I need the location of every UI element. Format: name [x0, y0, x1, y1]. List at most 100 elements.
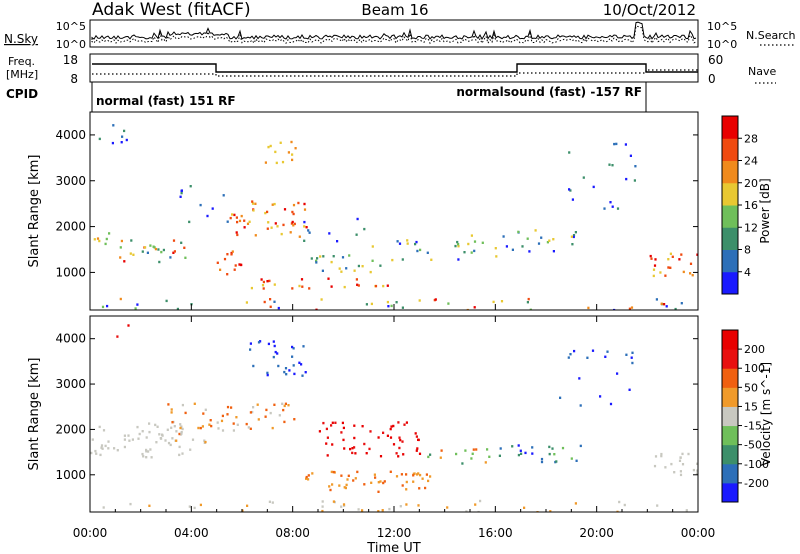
freq-panel-frame: [89, 53, 699, 83]
velocity-cell: [311, 472, 314, 475]
velocity-cell: [356, 470, 359, 474]
power-cell: [160, 250, 163, 254]
velocity-cell: [150, 456, 153, 459]
power-cell: [387, 305, 390, 308]
velocity-cell: [475, 448, 478, 451]
velocity-cell: [679, 456, 682, 459]
velocity-cell: [94, 449, 97, 453]
velocity-cell: [321, 505, 324, 508]
power-cell: [511, 248, 514, 251]
velocity-cell: [415, 435, 418, 438]
velocity-cell: [332, 500, 335, 503]
power-cell: [303, 220, 306, 224]
velocity-cell: [392, 443, 396, 446]
colorbar-segment: [722, 425, 738, 446]
time-tick-label: 20:00: [579, 526, 614, 540]
velocity-cell: [549, 510, 552, 512]
power-cell: [570, 235, 573, 238]
velocity-cell: [599, 395, 602, 398]
velocity-cell: [249, 427, 252, 430]
power-cell: [270, 226, 273, 229]
velocity-cell: [400, 473, 403, 476]
power-cell: [263, 300, 266, 304]
power-cell: [505, 245, 508, 248]
power-cell: [291, 220, 294, 224]
velocity-cell: [246, 504, 249, 507]
velocity-cell: [413, 472, 416, 475]
power-heatmap: [93, 124, 698, 310]
power-cell: [119, 297, 122, 301]
power-cell: [275, 161, 278, 165]
power-cell: [261, 284, 265, 287]
power-cell: [652, 274, 655, 278]
power-cell: [112, 124, 115, 127]
velocity-cell: [167, 441, 171, 445]
power-cell: [371, 245, 374, 248]
power-cell: [603, 207, 606, 210]
velocity-cell: [156, 425, 159, 428]
velocity-cell: [304, 371, 307, 374]
velocity-cell: [305, 475, 308, 479]
velocity-cell: [696, 462, 698, 465]
power-cell: [572, 235, 575, 239]
velocity-cell: [267, 342, 270, 346]
velocity-cell: [389, 436, 393, 439]
power-cell: [297, 201, 300, 205]
velocity-cell: [344, 486, 347, 490]
velocity-cell: [673, 471, 676, 474]
velocity-cell: [278, 414, 281, 417]
velocity-cell: [230, 406, 233, 409]
velocity-cell: [369, 430, 372, 433]
colorbar-segment: [722, 463, 738, 484]
velocity-cell: [269, 411, 272, 415]
power-cell: [517, 230, 520, 234]
power-cell: [236, 220, 239, 224]
velocity-cell: [540, 457, 544, 461]
velocity-cell: [145, 456, 148, 459]
power-cell: [243, 226, 246, 229]
power-cell: [691, 274, 694, 277]
power-cell: [281, 160, 285, 164]
velocity-cell: [623, 503, 626, 507]
power-cell: [401, 258, 404, 261]
power-cell: [611, 205, 614, 208]
velocity-cell: [517, 453, 520, 457]
power-panel-frame: [89, 111, 699, 311]
velocity-cell: [377, 510, 380, 512]
power-cell: [361, 265, 364, 268]
velocity-cell: [401, 440, 404, 443]
power-cell: [266, 227, 269, 230]
power-cell: [266, 210, 269, 214]
velocity-cell: [235, 416, 238, 419]
velocity-cell: [345, 483, 348, 487]
power-cell: [382, 284, 385, 288]
velocity-cell: [361, 425, 364, 428]
power-cell: [689, 272, 692, 275]
power-cell: [229, 216, 232, 220]
power-cell: [252, 209, 255, 212]
colorbar-segment: [722, 444, 738, 465]
power-cell: [345, 267, 348, 270]
velocity-cell: [340, 505, 343, 508]
range-tick-label: 2000: [55, 220, 86, 234]
velocity-cell: [178, 453, 181, 457]
power-cell: [226, 273, 229, 276]
velocity-cell: [379, 455, 383, 458]
power-cell: [611, 164, 614, 167]
velocity-cell: [389, 470, 392, 473]
power-cell: [674, 307, 677, 310]
power-cell: [162, 248, 165, 252]
velocity-cell: [271, 501, 274, 504]
velocity-cell: [340, 431, 343, 434]
colorbar-tick-label: -200: [744, 477, 769, 490]
colorbar-tick-label: 4: [744, 266, 751, 279]
velocity-cell: [331, 421, 334, 424]
power-cell: [292, 212, 295, 216]
power-cell: [609, 201, 612, 204]
power-cell: [401, 306, 404, 309]
power-cell: [273, 202, 276, 206]
power-cell: [276, 225, 279, 228]
power-cell: [236, 233, 239, 237]
velocity-cell: [145, 448, 148, 452]
velocity-cell: [271, 426, 274, 430]
